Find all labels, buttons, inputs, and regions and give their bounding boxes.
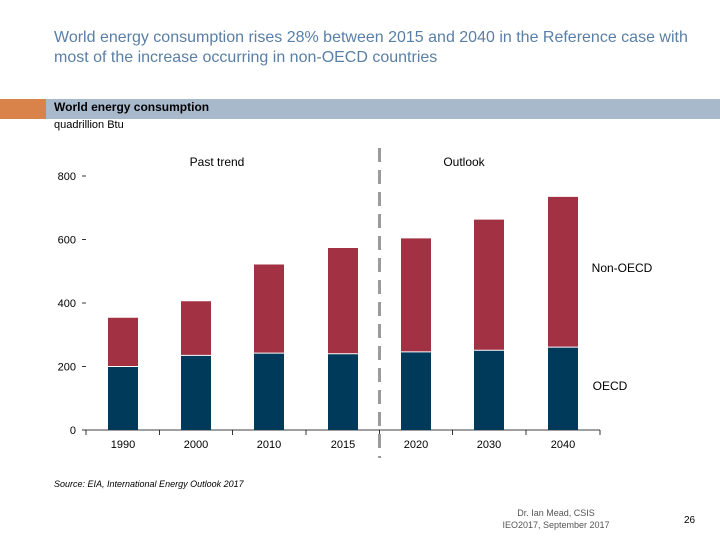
- bar-oecd-2040: [548, 347, 578, 430]
- bar-oecd-1990: [108, 366, 138, 430]
- region-label-outlook: Outlook: [443, 155, 485, 169]
- bar-non-oecd-2015: [328, 247, 358, 354]
- bar-oecd-2020: [401, 351, 431, 430]
- x-tick-label-2040: 2040: [551, 439, 575, 451]
- series-label-non-oecd: Non-OECD: [592, 261, 653, 275]
- x-tick-label-2000: 2000: [184, 439, 208, 451]
- page-number: 26: [684, 515, 696, 526]
- y-tick-label-200: 200: [58, 362, 76, 374]
- slide-title: World energy consumption rises 28% betwe…: [54, 29, 688, 66]
- x-tick-label-2030: 2030: [477, 439, 501, 451]
- y-tick-label-400: 400: [58, 298, 76, 310]
- title-bar: [46, 99, 720, 119]
- chart-unit-label: quadrillion Btu: [54, 119, 124, 131]
- title-bar-accent: [0, 99, 46, 119]
- bar-oecd-2000: [181, 355, 211, 430]
- bar-non-oecd-2010: [254, 263, 284, 354]
- source-note: Source: EIA, International Energy Outloo…: [54, 479, 244, 489]
- bar-oecd-2030: [474, 350, 504, 430]
- footer-author: Dr. Ian Mead, CSIS: [517, 508, 595, 518]
- bar-non-oecd-1990: [108, 317, 138, 367]
- bar-oecd-2010: [254, 353, 284, 430]
- x-tick-label-2010: 2010: [257, 439, 281, 451]
- y-tick-label-600: 600: [58, 235, 76, 247]
- bar-non-oecd-2040: [548, 196, 578, 348]
- y-tick-label-800: 800: [58, 171, 76, 183]
- footer: Dr. Ian Mead, CSIS IEO2017, September 20…: [470, 507, 642, 531]
- x-tick-label-1990: 1990: [111, 439, 135, 451]
- region-label-past: Past trend: [190, 155, 245, 169]
- x-tick-label-2015: 2015: [331, 439, 355, 451]
- footer-event: IEO2017, September 2017: [502, 520, 610, 530]
- x-tick-label-2020: 2020: [404, 439, 428, 451]
- y-tick-label-0: 0: [70, 425, 76, 437]
- bar-non-oecd-2020: [401, 237, 431, 352]
- bar-non-oecd-2030: [474, 219, 504, 351]
- bar-non-oecd-2000: [181, 300, 211, 356]
- chart-title: World energy consumption: [54, 100, 210, 114]
- bar-oecd-2015: [328, 353, 358, 430]
- series-label-oecd: OECD: [593, 379, 628, 393]
